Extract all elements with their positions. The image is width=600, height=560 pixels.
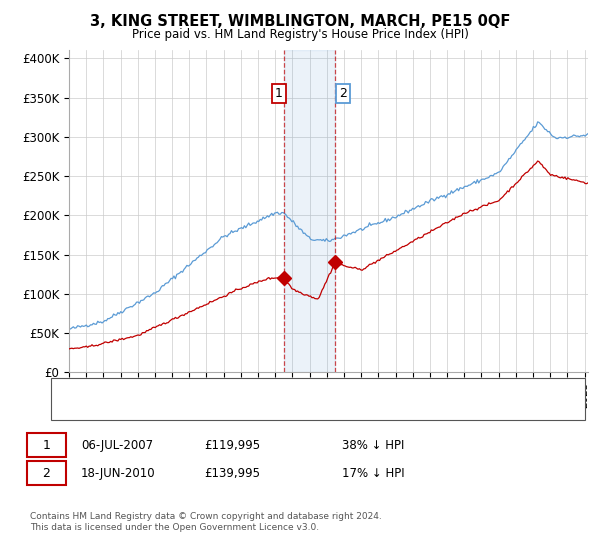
Text: ——: —— [66, 400, 81, 413]
Text: HPI: Average price, detached house, Fenland: HPI: Average price, detached house, Fenl… [108, 402, 342, 412]
Text: Price paid vs. HM Land Registry's House Price Index (HPI): Price paid vs. HM Land Registry's House … [131, 28, 469, 41]
Text: £139,995: £139,995 [204, 466, 260, 480]
Text: 38% ↓ HPI: 38% ↓ HPI [342, 438, 404, 452]
Bar [284, 50, 335, 372]
Text: 06-JUL-2007: 06-JUL-2007 [81, 438, 153, 452]
Text: Contains HM Land Registry data © Crown copyright and database right 2024.
This d: Contains HM Land Registry data © Crown c… [30, 512, 382, 532]
Text: 17% ↓ HPI: 17% ↓ HPI [342, 466, 404, 480]
Text: 2: 2 [340, 87, 347, 100]
Text: ——: —— [66, 385, 81, 398]
Text: 18-JUN-2010: 18-JUN-2010 [81, 466, 155, 480]
Text: 3, KING STREET, WIMBLINGTON, MARCH, PE15 0QF (detached house): 3, KING STREET, WIMBLINGTON, MARCH, PE15… [108, 386, 467, 396]
Text: 3, KING STREET, WIMBLINGTON, MARCH, PE15 0QF: 3, KING STREET, WIMBLINGTON, MARCH, PE15… [90, 14, 510, 29]
Text: £119,995: £119,995 [204, 438, 260, 452]
Text: 2: 2 [43, 466, 50, 480]
Text: 1: 1 [43, 438, 50, 452]
Text: 1: 1 [275, 87, 283, 100]
